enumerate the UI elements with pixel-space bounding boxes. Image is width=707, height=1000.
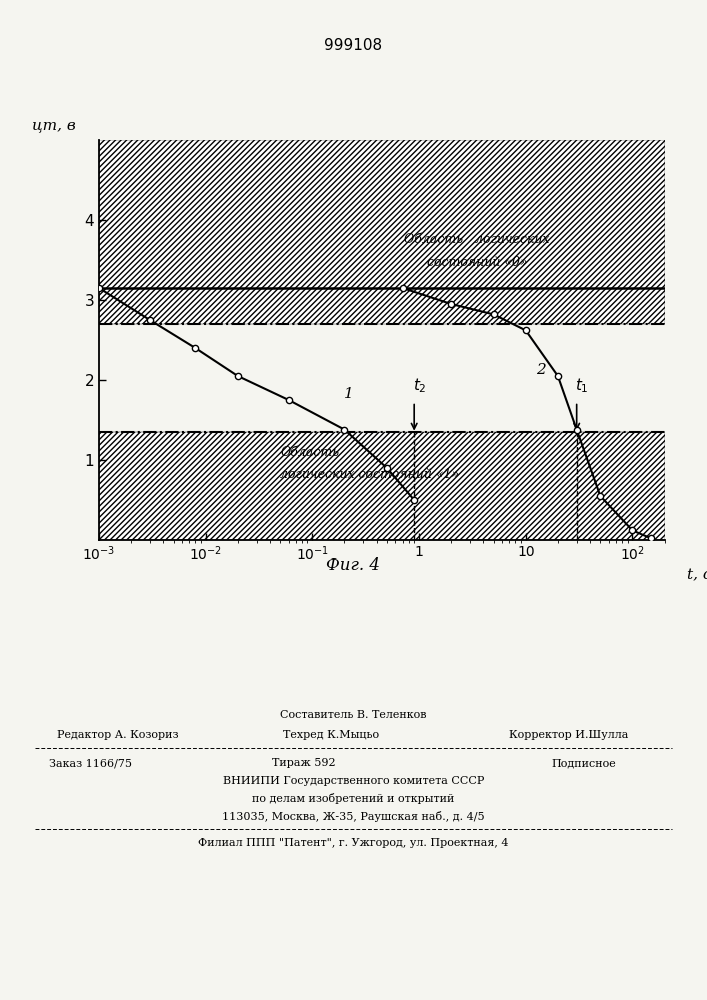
Text: Тираж 592: Тираж 592 — [272, 758, 336, 768]
Text: Корректор И.Шулла: Корректор И.Шулла — [509, 730, 629, 740]
Text: $t_1$: $t_1$ — [575, 376, 589, 395]
Text: Область: Область — [280, 446, 339, 458]
Text: ВНИИПИ Государственного комитета СССР: ВНИИПИ Государственного комитета СССР — [223, 776, 484, 786]
Text: Филиал ППП "Патент", г. Ужгород, ул. Проектная, 4: Филиал ППП "Патент", г. Ужгород, ул. Про… — [198, 838, 509, 848]
Text: 1: 1 — [344, 387, 354, 401]
Text: цт, в: цт, в — [32, 118, 76, 132]
Text: Заказ 1166/75: Заказ 1166/75 — [49, 758, 132, 768]
Text: Подписное: Подписное — [551, 758, 617, 768]
Text: $t_2$: $t_2$ — [413, 376, 426, 395]
Text: 999108: 999108 — [325, 37, 382, 52]
Text: Область   логических: Область логических — [404, 233, 550, 246]
Text: t, с: t, с — [687, 568, 707, 582]
Text: Составитель В. Теленков: Составитель В. Теленков — [280, 710, 427, 720]
Text: Фиг. 4: Фиг. 4 — [327, 556, 380, 574]
Text: Техред К.Мыцьо: Техред К.Мыцьо — [283, 730, 379, 740]
Text: 2: 2 — [537, 363, 547, 377]
Text: по делам изобретений и открытий: по делам изобретений и открытий — [252, 794, 455, 804]
Text: состояний «0»: состояний «0» — [427, 256, 527, 269]
Text: 113035, Москва, Ж-35, Раушская наб., д. 4/5: 113035, Москва, Ж-35, Раушская наб., д. … — [222, 812, 485, 822]
Text: логических состояний «1»: логических состояний «1» — [280, 468, 460, 481]
Text: Редактор А. Козориз: Редактор А. Козориз — [57, 730, 178, 740]
